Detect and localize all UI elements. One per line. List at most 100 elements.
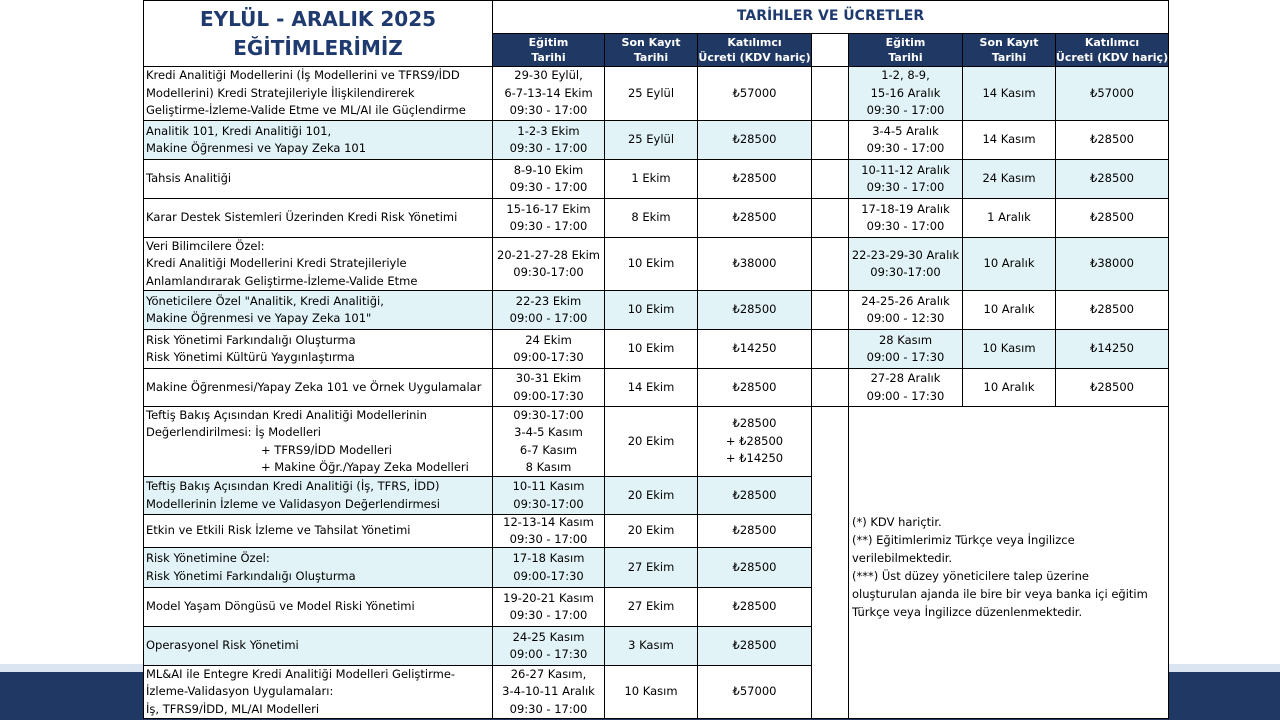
deadline-cell: 1 Ekim [604,159,698,199]
date: 26-27 Kasım, [510,666,587,681]
fee: ₺14250 [1090,341,1134,356]
date-cell: 27-28 Aralık 09:00 - 17:30 [848,368,963,407]
course-cell: Analitik 101, Kredi Analitiği 101, Makine… [143,120,493,160]
fee: ₺28500 [732,132,777,147]
date-cell: 3-4-5 Aralık 09:30 - 17:00 [848,120,963,160]
fee-cell: ₺57000 [697,66,812,121]
date: 09:30-17:00 [513,265,584,279]
title: EĞİTİMLERİMİZ [233,35,403,60]
subtitle: TARİHLER VE ÜCRETLER [736,8,925,25]
date: 09:00 - 17:30 [866,388,945,403]
fee: ₺28500 [1090,171,1134,186]
course-cell: Etkin ve Etkili Risk İzleme ve Tahsilat … [143,514,493,548]
gap-cell [811,66,849,121]
deadline-cell: 27 Ekim [604,587,698,627]
date: 8 Kasım [525,460,572,474]
gap-cell [811,368,849,407]
date: 20-21-27-28 Ekim [497,247,600,262]
deadline: 14 Kasım [982,85,1036,100]
column-header-text: Katılımcı [727,36,782,49]
deadline-cell: 10 Kasım [604,665,698,719]
deadline-cell: 20 Ekim [604,476,698,515]
deadline: 25 Eylül [627,85,675,100]
deadline-cell: 10 Ekim [604,329,698,369]
gap-cell [811,120,849,160]
gap-cell [811,198,849,238]
fee-cell: ₺57000 [1055,66,1169,121]
title-cell: EYLÜL - ARALIK 2025 EĞİTİMLERİMİZ [143,0,493,67]
date-cell: 17-18-19 Aralık 09:30 - 17:00 [848,198,963,238]
deadline: 20 Ekim [627,487,675,502]
date-cell: 30-31 Ekim 09:00-17:30 [492,368,605,407]
deadline-cell: 14 Ekim [604,368,698,407]
fee: ₺57000 [1090,85,1134,100]
course-cell: Risk Yönetimine Özel: Risk Yönetimi Farkı… [143,547,493,588]
column-header: Son Kayıt Tarihi [962,33,1056,67]
course-cell: Makine Öğrenmesi/Yapay Zeka 101 ve Örnek… [143,368,493,407]
fee-cell: ₺14250 [697,329,812,369]
fee: ₺28500 [732,171,777,186]
date-cell: 20-21-27-28 Ekim 09:30-17:00 [492,237,605,291]
deadline: 20 Ekim [627,523,675,538]
date: 22-23-29-30 Aralık [851,247,960,262]
date: 09:30 - 17:00 [866,219,945,233]
course-name: Geliştirme-İzleme-Valide Etme ve ML/AI i… [146,103,466,118]
fee-cell: ₺28500 [697,587,812,627]
course-name: Modellerini) Kredi Stratejileriyle İlişk… [146,85,415,100]
date: 24 Ekim [525,332,572,347]
course-name: Makine Öğrenmesi ve Yapay Zeka 101 [146,141,367,155]
date: 09:30 - 17:00 [509,219,588,233]
date: 22-23 Ekim [515,293,582,308]
date-cell: 10-11-12 Aralık 09:30 - 17:00 [848,159,963,199]
date: 09:30 - 17:00 [509,141,588,155]
gap-cell [811,237,849,291]
deadline-cell: 24 Kasım [962,159,1056,199]
deadline: 14 Ekim [627,379,675,394]
deadline: 14 Kasım [982,132,1036,147]
deadline: 10 Ekim [627,341,675,356]
fee-cell: ₺38000 [1055,237,1169,291]
fee-cell: ₺28500 [1055,159,1169,199]
deadline-cell: 27 Ekim [604,547,698,588]
fee-cell: ₺28500 [697,368,812,407]
deadline-cell: 8 Ekim [604,198,698,238]
deadline-cell: 10 Aralık [962,368,1056,407]
gap-cell [811,290,849,330]
date: 12-13-14 Kasım [503,514,594,529]
note: (***) Üst düzey yöneticilere talep üzeri… [852,569,1089,583]
course-name: ML&AI ile Entegre Kredi Analitiği Modell… [146,666,456,681]
course-name: Teftiş Bakış Açısından Kredi Analitiği M… [146,407,427,422]
deadline-cell: 25 Eylül [604,66,698,121]
gap-cell [811,329,849,369]
date: 3-4-10-11 Aralık [502,684,595,699]
date: 09:30 - 17:00 [866,103,945,118]
date: 09:00 - 17:30 [866,350,945,364]
date: 24-25-26 Aralık [861,293,950,308]
course-name: Kredi Analitiği Modellerini Kredi Strate… [146,256,407,271]
fee: ₺28500 [732,523,777,538]
fee-cell: ₺57000 [697,665,812,719]
date-cell: 10-11 Kasım 09:30-17:00 [492,476,605,515]
date-cell: 1-2, 8-9, 15-16 Aralık 09:30 - 17:00 [848,66,963,121]
column-header-text: Tarihi [888,51,923,64]
deadline: 10 Kasım [624,684,678,699]
date: 27-28 Aralık [870,371,941,385]
date: 3-4-5 Aralık [872,123,939,138]
column-header-text: Eğitim [885,36,926,49]
fee: ₺38000 [732,256,777,271]
date: 09:30 - 17:00 [509,103,588,118]
date-cell: 12-13-14 Kasım 09:30 - 17:00 [492,514,605,548]
deadline: 3 Kasım [628,638,674,653]
column-header: Katılımcı Ücreti (KDV hariç) [697,33,812,67]
deadline-cell: 10 Ekim [604,290,698,330]
course-cell: Veri Bilimcilere Özel: Kredi Analitiği Mo… [143,237,493,291]
fee-cell: ₺28500 [1055,290,1169,330]
column-header: Son Kayıt Tarihi [604,33,698,67]
course-name: Modellerinin İzleme ve Validasyon Değerl… [146,496,440,511]
date-cell: 24 Ekim 09:00-17:30 [492,329,605,369]
date: 09:00 - 17:00 [509,311,588,325]
deadline-cell: 14 Kasım [962,120,1056,160]
course-name: Kredi Analitiği Modellerini (İş Modeller… [146,68,460,83]
fee: ₺38000 [1090,256,1134,271]
date: 09:30-17:00 [513,496,584,511]
